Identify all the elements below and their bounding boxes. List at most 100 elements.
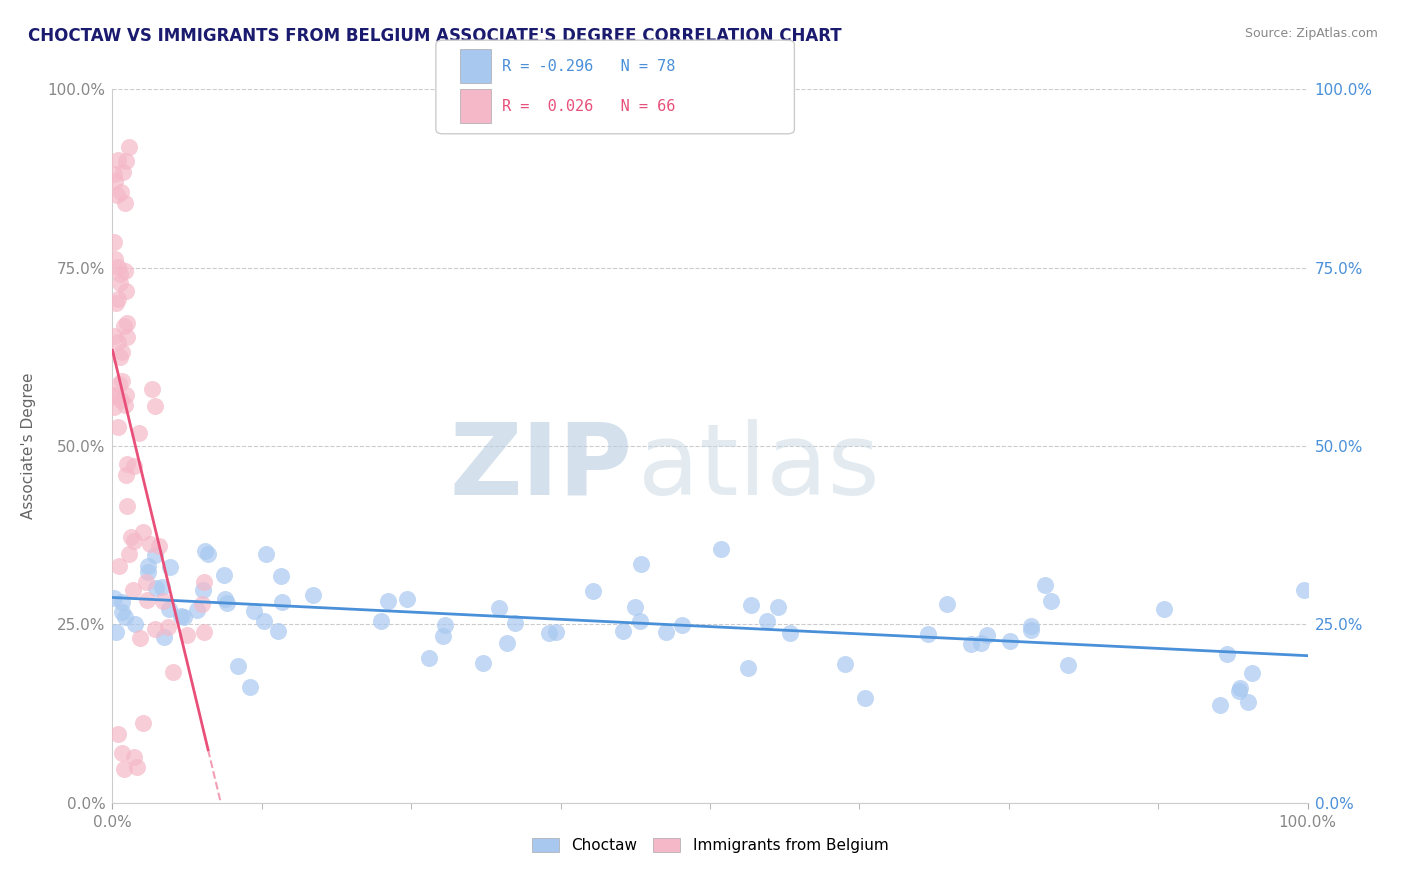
- Point: [503, 615, 526, 630]
- Point: [107, 334, 129, 349]
- Point: [107, 293, 129, 307]
- Point: [191, 583, 214, 598]
- Point: [1227, 683, 1250, 698]
- Point: [253, 614, 276, 628]
- Point: [124, 617, 146, 632]
- Point: [143, 399, 166, 413]
- Point: [114, 467, 136, 482]
- Point: [122, 750, 145, 764]
- Point: [936, 597, 959, 611]
- Point: [267, 624, 290, 638]
- Point: [111, 374, 134, 388]
- Point: [112, 164, 135, 178]
- Point: [108, 376, 131, 391]
- Legend: Choctaw, Immigrants from Belgium: Choctaw, Immigrants from Belgium: [526, 832, 894, 859]
- Point: [104, 174, 127, 188]
- Point: [159, 559, 181, 574]
- Point: [103, 167, 125, 181]
- Point: [132, 715, 155, 730]
- Point: [544, 625, 567, 640]
- Point: [709, 542, 731, 557]
- Point: [125, 760, 148, 774]
- Point: [104, 296, 127, 310]
- Point: [472, 656, 495, 670]
- Point: [115, 387, 138, 401]
- Point: [538, 625, 561, 640]
- Point: [118, 139, 141, 153]
- Point: [214, 591, 236, 606]
- Point: [239, 681, 262, 695]
- Point: [197, 547, 219, 561]
- Point: [114, 195, 136, 210]
- Point: [148, 539, 170, 553]
- Point: [186, 603, 208, 617]
- Text: R = -0.296   N = 78: R = -0.296 N = 78: [502, 59, 675, 74]
- Y-axis label: Associate's Degree: Associate's Degree: [21, 373, 37, 519]
- Point: [152, 594, 174, 608]
- Point: [162, 665, 184, 679]
- Point: [271, 595, 294, 609]
- Point: [243, 603, 266, 617]
- Point: [107, 153, 129, 167]
- Point: [740, 598, 762, 612]
- Point: [115, 154, 138, 169]
- Point: [111, 345, 134, 359]
- Point: [105, 187, 128, 202]
- Point: [115, 316, 138, 330]
- Point: [103, 389, 125, 403]
- Point: [226, 659, 249, 673]
- Point: [114, 398, 136, 412]
- Point: [143, 622, 166, 636]
- Point: [488, 601, 510, 615]
- Point: [176, 628, 198, 642]
- Point: [138, 565, 160, 579]
- Point: [145, 581, 167, 595]
- Point: [612, 624, 634, 638]
- Point: [128, 425, 150, 440]
- Point: [118, 547, 141, 561]
- Point: [191, 598, 214, 612]
- Point: [215, 596, 238, 610]
- Point: [107, 559, 129, 574]
- Point: [111, 595, 134, 609]
- Point: [111, 605, 134, 619]
- Point: [104, 624, 127, 639]
- Point: [107, 727, 129, 741]
- Point: [111, 746, 134, 760]
- Point: [1033, 578, 1056, 592]
- Point: [1019, 623, 1042, 637]
- Point: [103, 388, 125, 402]
- Point: [582, 583, 605, 598]
- Point: [103, 400, 125, 414]
- Point: [970, 636, 993, 650]
- Point: [169, 608, 191, 623]
- Point: [156, 620, 179, 634]
- Point: [1229, 681, 1251, 696]
- Point: [122, 458, 145, 473]
- Text: ZIP: ZIP: [450, 419, 633, 516]
- Point: [150, 580, 173, 594]
- Point: [122, 533, 145, 548]
- Point: [108, 276, 131, 290]
- Point: [117, 457, 139, 471]
- Point: [132, 524, 155, 539]
- Point: [1209, 698, 1232, 713]
- Point: [114, 264, 136, 278]
- Text: CHOCTAW VS IMMIGRANTS FROM BELGIUM ASSOCIATE'S DEGREE CORRELATION CHART: CHOCTAW VS IMMIGRANTS FROM BELGIUM ASSOC…: [28, 27, 842, 45]
- Point: [418, 651, 440, 665]
- Point: [117, 330, 139, 344]
- Point: [117, 499, 139, 513]
- Point: [112, 762, 135, 776]
- Point: [976, 627, 998, 641]
- Point: [157, 602, 180, 616]
- Point: [115, 284, 138, 298]
- Point: [270, 568, 292, 582]
- Point: [737, 660, 759, 674]
- Point: [834, 657, 856, 672]
- Point: [1039, 594, 1062, 608]
- Point: [193, 625, 215, 640]
- Point: [1019, 619, 1042, 633]
- Point: [755, 615, 778, 629]
- Point: [108, 268, 131, 282]
- Point: [104, 252, 127, 266]
